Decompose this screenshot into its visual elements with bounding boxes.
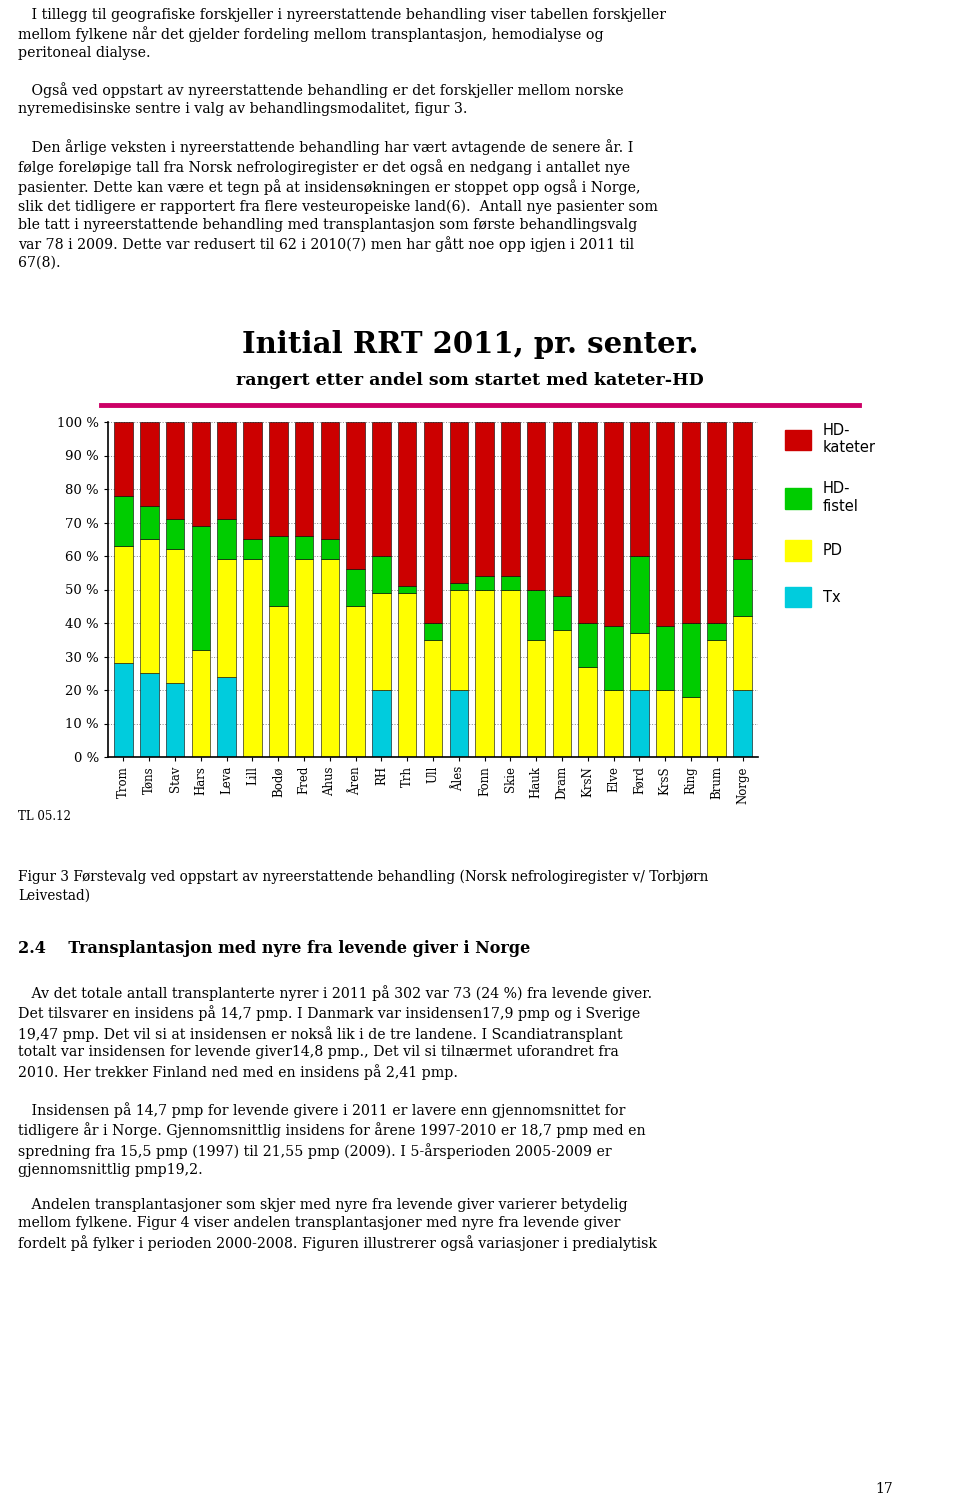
Bar [295, 559, 313, 757]
Bar [579, 666, 597, 757]
Bar [682, 422, 700, 623]
Bar [733, 691, 752, 757]
Text: TL 05.12: TL 05.12 [18, 810, 71, 823]
Bar [630, 556, 649, 633]
Bar [321, 559, 339, 757]
Bar [243, 539, 262, 559]
Bar [682, 697, 700, 757]
Bar [398, 592, 417, 757]
Bar [192, 526, 210, 650]
Bar [449, 422, 468, 583]
Bar [449, 691, 468, 757]
Text: 17: 17 [876, 1482, 893, 1496]
Bar [114, 663, 132, 757]
Bar [114, 422, 132, 496]
Bar [604, 691, 623, 757]
Bar [140, 539, 158, 674]
Text: rangert etter andel som startet med kateter-HD: rangert etter andel som startet med kate… [236, 372, 704, 390]
Bar [166, 683, 184, 757]
Bar [321, 422, 339, 539]
Bar [295, 536, 313, 559]
Bar [475, 576, 493, 589]
Bar [553, 630, 571, 757]
Bar [682, 623, 700, 697]
Bar [656, 627, 675, 691]
Bar [398, 586, 417, 592]
Bar [140, 674, 158, 757]
Text: Initial RRT 2011, pr. senter.: Initial RRT 2011, pr. senter. [242, 329, 698, 360]
Bar [656, 422, 675, 627]
Bar [166, 520, 184, 550]
Bar [243, 422, 262, 539]
Bar [321, 539, 339, 559]
Bar [708, 639, 726, 757]
Bar [656, 691, 675, 757]
Bar [501, 589, 519, 757]
Bar [733, 559, 752, 616]
Bar [217, 422, 236, 520]
Bar [630, 633, 649, 691]
Bar [423, 623, 443, 639]
Bar [269, 536, 288, 606]
Bar [527, 589, 545, 639]
Bar [140, 506, 158, 539]
Bar [553, 422, 571, 597]
Bar [269, 422, 288, 536]
Bar [553, 597, 571, 630]
Text: Figur 3 Førstevalg ved oppstart av nyreerstattende behandling (Norsk nefrologire: Figur 3 Førstevalg ved oppstart av nyree… [18, 870, 708, 902]
Bar [372, 592, 391, 691]
Bar [269, 606, 288, 757]
Bar [114, 545, 132, 663]
Bar [192, 422, 210, 526]
Bar [501, 576, 519, 589]
Bar [527, 639, 545, 757]
Bar [347, 606, 365, 757]
Bar [166, 422, 184, 520]
Bar [449, 583, 468, 589]
Bar [501, 422, 519, 576]
Bar [733, 422, 752, 559]
Bar [347, 422, 365, 570]
Bar [708, 623, 726, 639]
Bar [398, 422, 417, 586]
Bar [630, 691, 649, 757]
Bar [372, 556, 391, 592]
Text: 2.4    Transplantasjon med nyre fra levende giver i Norge: 2.4 Transplantasjon med nyre fra levende… [18, 940, 530, 956]
Bar [192, 650, 210, 757]
Bar [114, 496, 132, 545]
Bar [295, 422, 313, 536]
Bar [604, 627, 623, 691]
Bar [372, 422, 391, 556]
Bar [140, 422, 158, 506]
Bar [475, 589, 493, 757]
Bar [579, 623, 597, 666]
Bar [243, 559, 262, 757]
Bar [630, 422, 649, 556]
Bar [733, 616, 752, 691]
Bar [372, 691, 391, 757]
Bar [449, 589, 468, 691]
Legend: HD-
kateter, HD-
fistel, PD, Tx: HD- kateter, HD- fistel, PD, Tx [784, 423, 876, 607]
Text: I tillegg til geografiske forskjeller i nyreerstattende behandling viser tabelle: I tillegg til geografiske forskjeller i … [18, 8, 666, 270]
Bar [166, 550, 184, 683]
Bar [604, 422, 623, 627]
Bar [527, 422, 545, 589]
Bar [579, 422, 597, 623]
Bar [217, 677, 236, 757]
Text: Av det totale antall transplanterte nyrer i 2011 på 302 var 73 (24 %) fra levend: Av det totale antall transplanterte nyre… [18, 985, 657, 1251]
Bar [347, 570, 365, 606]
Bar [217, 559, 236, 677]
Bar [475, 422, 493, 576]
Bar [423, 422, 443, 623]
Bar [708, 422, 726, 623]
Bar [423, 639, 443, 757]
Bar [217, 520, 236, 559]
